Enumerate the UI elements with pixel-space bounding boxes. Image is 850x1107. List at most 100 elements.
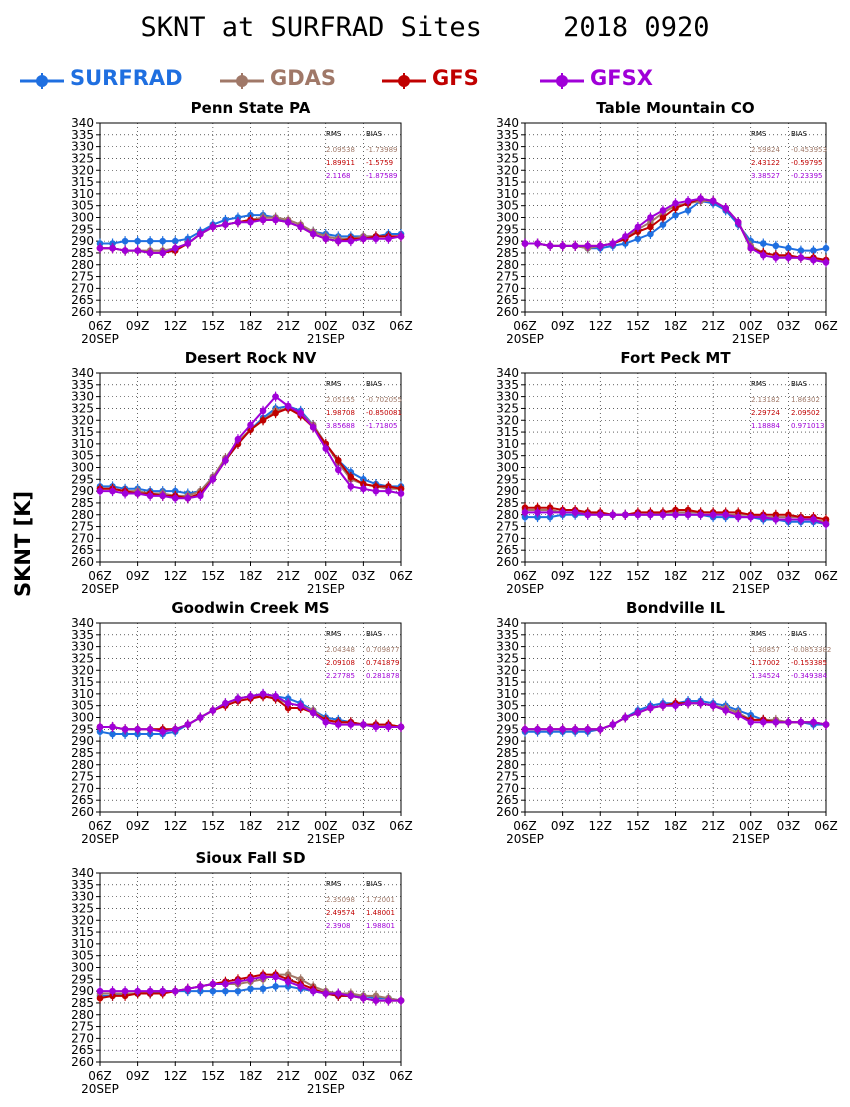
stats-bias-gdas: 1.72001 — [366, 896, 395, 904]
x-tick-label: 21Z — [276, 319, 300, 333]
stats-header-rms: RMS — [751, 630, 767, 638]
y-tick-label: 325 — [71, 901, 94, 915]
x-tick-label: 12Z — [164, 1069, 188, 1083]
x-tick-label: 15Z — [201, 319, 225, 333]
stats-header-bias: BIAS — [366, 380, 383, 388]
y-tick-label: 315 — [496, 675, 519, 689]
x-tick-label: 12Z — [589, 319, 613, 333]
y-tick-label: 260 — [71, 1055, 94, 1069]
y-tick-label: 305 — [496, 449, 519, 463]
x-tick-label: 09Z — [126, 819, 150, 833]
y-tick-label: 310 — [71, 187, 94, 201]
legend-label-gfsx: GFSX — [590, 66, 653, 90]
y-tick-label: 270 — [71, 531, 94, 545]
x-tick-label: 15Z — [626, 319, 650, 333]
x-date-label: 20SEP — [81, 582, 119, 596]
x-tick-label: 15Z — [626, 819, 650, 833]
y-tick-label: 265 — [71, 293, 94, 307]
x-date-label: 21SEP — [307, 832, 345, 846]
y-tick-label: 310 — [71, 937, 94, 951]
x-tick-label: 18Z — [239, 1069, 263, 1083]
y-tick-label: 330 — [71, 890, 94, 904]
y-tick-label: 320 — [496, 663, 519, 677]
x-tick-label: 09Z — [126, 1069, 150, 1083]
panel-title-penn-state-pa: Penn State PA — [190, 99, 311, 117]
y-tick-label: 285 — [496, 246, 519, 260]
y-tick-label: 335 — [71, 878, 94, 892]
y-tick-label: 320 — [71, 163, 94, 177]
y-tick-label: 330 — [71, 140, 94, 154]
y-tick-label: 340 — [71, 366, 94, 380]
y-tick-label: 275 — [71, 1020, 94, 1034]
y-tick-label: 310 — [496, 687, 519, 701]
x-tick-label: 00Z — [739, 569, 763, 583]
stats-rms-gfsx: 3.85688 — [326, 422, 355, 430]
x-tick-label: 03Z — [777, 319, 801, 333]
stats-rms-gfs: 1.17002 — [751, 659, 780, 667]
y-tick-label: 270 — [71, 281, 94, 295]
stats-rms-gdas: 2.59824 — [751, 146, 780, 154]
y-tick-label: 285 — [71, 996, 94, 1010]
x-tick-label: 03Z — [777, 569, 801, 583]
y-tick-label: 310 — [71, 687, 94, 701]
stats-rms-gfsx: 2.1168 — [326, 172, 351, 180]
y-tick-label: 270 — [71, 1031, 94, 1045]
x-tick-label: 21Z — [701, 319, 725, 333]
stats-header-bias: BIAS — [366, 630, 383, 638]
stats-rms-gfs: 2.43122 — [751, 159, 780, 167]
y-tick-label: 310 — [71, 437, 94, 451]
stats-bias-gfs: -0.850081 — [366, 409, 402, 417]
y-tick-label: 295 — [496, 222, 519, 236]
legend-marker-gfsx — [540, 73, 584, 89]
x-tick-label: 09Z — [126, 569, 150, 583]
x-tick-label: 06Z — [88, 1069, 112, 1083]
x-tick-label: 06Z — [88, 319, 112, 333]
stats-rms-gdas: 2.09538 — [326, 146, 355, 154]
y-tick-label: 340 — [496, 616, 519, 630]
x-tick-label: 12Z — [589, 819, 613, 833]
x-tick-label: 03Z — [352, 569, 376, 583]
y-tick-label: 285 — [71, 746, 94, 760]
y-tick-label: 275 — [71, 270, 94, 284]
y-tick-label: 340 — [496, 366, 519, 380]
y-tick-label: 280 — [496, 508, 519, 522]
y-tick-label: 340 — [496, 116, 519, 130]
stats-header-bias: BIAS — [791, 380, 808, 388]
stats-rms-gfs: 2.49574 — [326, 909, 355, 917]
y-tick-label: 325 — [71, 401, 94, 415]
y-tick-label: 305 — [71, 199, 94, 213]
y-tick-label: 285 — [71, 496, 94, 510]
y-tick-label: 290 — [496, 484, 519, 498]
y-tick-label: 300 — [71, 211, 94, 225]
y-tick-label: 330 — [496, 140, 519, 154]
y-tick-label: 315 — [71, 675, 94, 689]
panel-title-bondville-il: Bondville IL — [626, 599, 725, 617]
chart-panel-penn-state-pa: 2602652702752802852902953003053103153203… — [71, 116, 413, 346]
panel-title-sioux-fall-sd: Sioux Fall SD — [195, 849, 306, 867]
y-tick-label: 330 — [496, 390, 519, 404]
chart-panel-fort-peck-mt: 2602652702752802852902953003053103153203… — [496, 366, 838, 596]
stats-rms-gfsx: 3.38527 — [751, 172, 780, 180]
x-tick-label: 21Z — [701, 569, 725, 583]
x-tick-label: 06Z — [88, 819, 112, 833]
chart-panel-desert-rock-nv: 2602652702752802852902953003053103153203… — [71, 366, 413, 596]
stats-bias-gdas: -1.73989 — [366, 146, 397, 154]
stats-bias-gfs: -0.59795 — [791, 159, 822, 167]
chart-panel-sioux-fall-sd: 2602652702752802852902953003053103153203… — [71, 866, 413, 1096]
panel-title-goodwin-creek-ms: Goodwin Creek MS — [171, 599, 330, 617]
y-tick-label: 270 — [496, 281, 519, 295]
x-tick-label: 09Z — [126, 319, 150, 333]
y-tick-label: 320 — [71, 413, 94, 427]
stats-bias-gfsx: 0.971013 — [791, 422, 824, 430]
x-tick-label: 00Z — [739, 319, 763, 333]
x-tick-label: 00Z — [739, 819, 763, 833]
stats-bias-gfs: 2.09502 — [791, 409, 820, 417]
stats-bias-gfsx: -1.87589 — [366, 172, 397, 180]
x-tick-label: 18Z — [239, 319, 263, 333]
x-tick-label: 09Z — [551, 319, 575, 333]
legend-marker-surfrad — [20, 73, 64, 89]
x-tick-label: 00Z — [314, 1069, 338, 1083]
stats-bias-gfs: 0.741879 — [366, 659, 399, 667]
stats-rms-gfs: 1.98708 — [326, 409, 355, 417]
y-tick-label: 285 — [71, 246, 94, 260]
